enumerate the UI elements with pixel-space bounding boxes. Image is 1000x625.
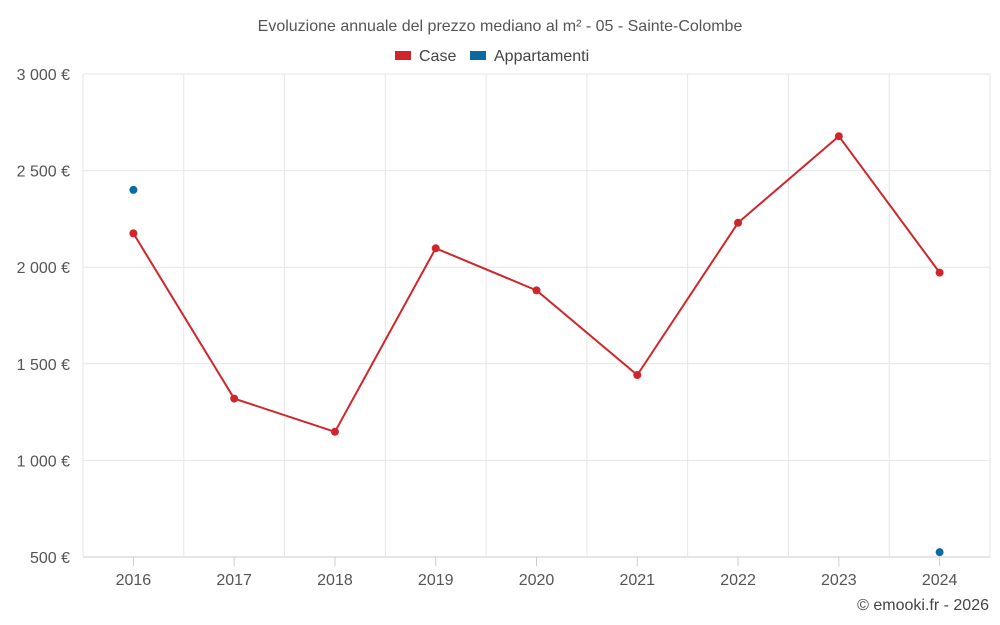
series-case	[129, 132, 944, 436]
data-point-case[interactable]	[431, 244, 440, 253]
data-point-appartamenti[interactable]	[935, 548, 944, 557]
legend-swatch-case	[395, 51, 411, 60]
y-tick-label: 3 000 €	[17, 67, 70, 84]
data-point-case[interactable]	[834, 132, 843, 141]
y-tick-label: 1 000 €	[17, 453, 70, 470]
data-point-case[interactable]	[330, 427, 339, 436]
data-point-case[interactable]	[532, 286, 541, 295]
y-tick-label: 1 500 €	[17, 357, 70, 374]
x-tick-label: 2022	[720, 572, 756, 589]
credit-text: © emooki.fr - 2026	[857, 597, 989, 614]
legend-item-appartamenti[interactable]: Appartamenti	[470, 48, 589, 65]
legend-swatch-appartamenti	[470, 51, 486, 60]
axes: 3 000 € 2 500 € 2 000 € 1 500 € 1 000 € 500 €…	[17, 67, 958, 589]
x-tick-label: 2019	[418, 572, 454, 589]
x-tick-label: 2017	[216, 572, 252, 589]
legend-item-case[interactable]: Case	[395, 48, 456, 65]
data-point-case[interactable]	[935, 268, 944, 277]
x-tick-label: 2024	[922, 572, 958, 589]
series-appartamenti	[129, 185, 944, 557]
data-point-appartamenti[interactable]	[129, 185, 138, 194]
series	[129, 132, 944, 557]
legend-label-case: Case	[419, 48, 456, 65]
x-tick-label: 2023	[821, 572, 857, 589]
data-point-case[interactable]	[230, 394, 239, 403]
x-tick-label: 2020	[519, 572, 555, 589]
chart-title: Evoluzione annuale del prezzo mediano al…	[258, 18, 743, 35]
data-point-case[interactable]	[734, 218, 743, 227]
y-tick-label: 500 €	[30, 550, 70, 567]
x-tick-label: 2016	[116, 572, 152, 589]
legend: Case Appartamenti	[395, 48, 589, 65]
data-point-case[interactable]	[129, 229, 138, 238]
y-tick-label: 2 500 €	[17, 164, 70, 181]
x-tick-label: 2021	[619, 572, 655, 589]
data-point-case[interactable]	[633, 371, 642, 380]
series-line-case	[132, 135, 941, 433]
y-tick-label: 2 000 €	[17, 260, 70, 277]
grid	[82, 73, 991, 558]
legend-label-appartamenti: Appartamenti	[494, 48, 589, 65]
x-tick-label: 2018	[317, 572, 353, 589]
